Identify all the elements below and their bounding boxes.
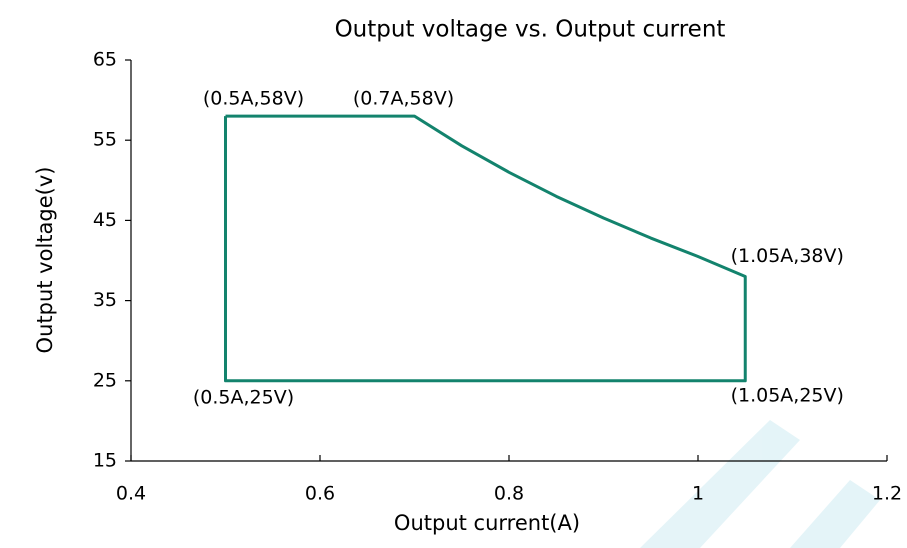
series-line xyxy=(224,114,747,383)
x-tick-label: 0.8 xyxy=(494,483,524,505)
y-tick-label: 55 xyxy=(93,129,117,151)
x-tick-label: 1 xyxy=(692,483,704,505)
annotation: (0.7A,58V) xyxy=(353,88,454,110)
y-axis-label: Output voltage(v) xyxy=(33,167,57,354)
y-tick-label: 45 xyxy=(93,209,117,231)
x-tick-label: 1.2 xyxy=(872,483,902,505)
annotation: (1.05A,38V) xyxy=(731,245,844,267)
x-tick-label: 0.6 xyxy=(305,483,335,505)
x-tick-label: 0.4 xyxy=(116,483,146,505)
annotation: (1.05A,25V) xyxy=(731,384,844,406)
x-axis-label: Output current(A) xyxy=(394,511,580,535)
annotation: (0.5A,25V) xyxy=(193,386,294,408)
annotation: (0.5A,58V) xyxy=(203,88,304,110)
y-tick-label: 15 xyxy=(93,450,117,472)
chart-title: Output voltage vs. Output current xyxy=(335,17,726,43)
y-tick-label: 25 xyxy=(93,369,117,391)
y-tick-label: 65 xyxy=(93,49,117,71)
y-tick-label: 35 xyxy=(93,289,117,311)
watermark xyxy=(640,420,880,548)
